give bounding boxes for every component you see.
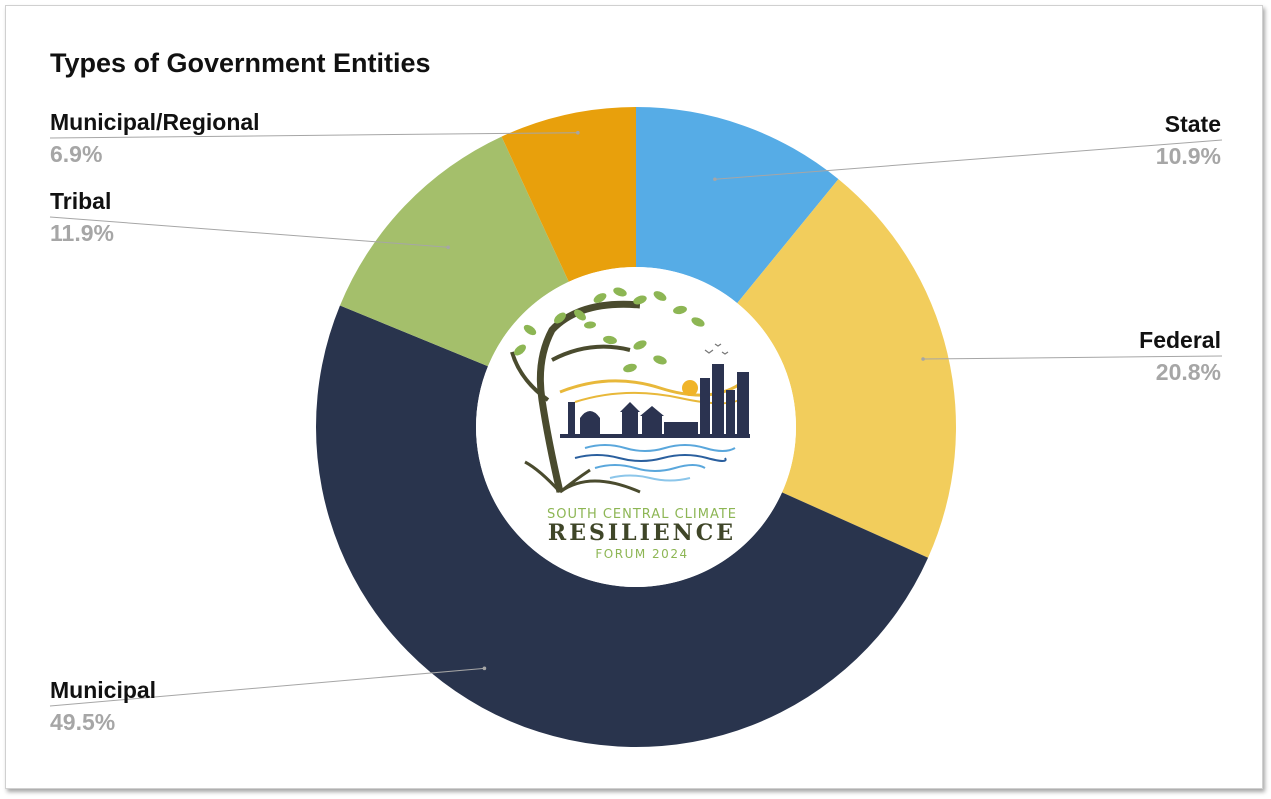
water-icon	[574, 444, 736, 482]
slice-label-value: 11.9%	[50, 220, 114, 246]
leader-dot	[921, 357, 925, 361]
slice-tribal	[339, 136, 569, 367]
slice-label-value: 10.9%	[1156, 143, 1221, 169]
slice-label-name: Municipal	[50, 677, 156, 703]
birds-icon	[704, 343, 729, 355]
slice-label-name: State	[1165, 111, 1221, 137]
sun-icon	[682, 380, 698, 396]
leader-line	[49, 667, 485, 707]
slice-labels: State 10.9% Federal 20.8% Municipal 49.5% Trib…	[50, 109, 1221, 735]
leader-line	[49, 132, 578, 139]
leader-line	[923, 355, 1223, 360]
forum-logo: SOUTH CENTRAL CLIMATE RESILIENCE FORUM 2…	[476, 267, 796, 587]
donut-slices	[315, 107, 956, 748]
leader-dot	[446, 245, 450, 250]
slice-label-name: Municipal/Regional	[50, 109, 260, 135]
slice-municipal	[315, 305, 929, 748]
leader-lines	[49, 130, 1223, 707]
slice-label-value: 20.8%	[1156, 359, 1221, 385]
logo-line3: FORUM 2024	[595, 547, 688, 561]
chart-title: Types of Government Entities	[50, 48, 431, 78]
logo-line1: SOUTH CENTRAL CLIMATE	[547, 507, 737, 522]
leader-dot	[713, 177, 717, 182]
leader-dot	[576, 130, 580, 135]
slice-label-name: Tribal	[50, 188, 111, 214]
slice-label-value: 6.9%	[50, 141, 102, 167]
leader-line	[714, 139, 1223, 180]
skyline-icon	[560, 364, 750, 438]
slice-state	[636, 107, 839, 304]
slice-label-name: Federal	[1139, 327, 1221, 353]
slice-municipal-regional	[501, 107, 636, 282]
leader-dot	[482, 666, 487, 671]
leader-line	[49, 216, 449, 248]
tree-icon	[510, 287, 705, 494]
slice-federal	[737, 179, 956, 558]
logo-line2: RESILIENCE	[548, 520, 736, 546]
slice-label-value: 49.5%	[50, 709, 115, 735]
